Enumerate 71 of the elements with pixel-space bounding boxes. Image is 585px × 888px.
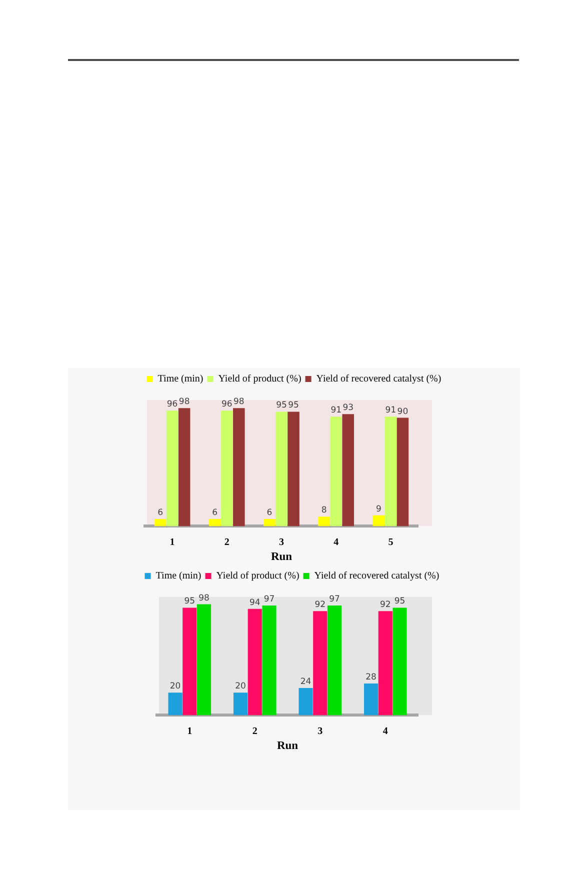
bar — [154, 518, 166, 526]
bar — [288, 412, 300, 526]
data-label: 28 — [366, 672, 376, 682]
data-label: 92 — [380, 600, 391, 610]
bar — [248, 608, 262, 716]
legend-label: Yield of product (%) — [218, 374, 302, 385]
bar — [313, 611, 328, 716]
bar — [178, 408, 190, 526]
bar — [264, 518, 276, 526]
x-tick-label: 3 — [318, 726, 323, 737]
data-label: 95 — [394, 596, 406, 607]
x-tick-label: 1 — [170, 536, 175, 548]
data-label: 92 — [314, 600, 326, 610]
data-label: 95 — [184, 596, 196, 607]
bar — [262, 605, 276, 716]
x-tick-label: 5 — [388, 536, 394, 548]
bar — [342, 414, 354, 526]
x-axis-title: Run — [270, 551, 293, 564]
data-label: 6 — [266, 508, 272, 518]
bar — [233, 408, 245, 526]
data-label: 94 — [249, 598, 260, 608]
data-label: 6 — [158, 508, 163, 518]
bar — [330, 416, 342, 526]
data-label: 98 — [178, 397, 190, 408]
data-label: 95 — [288, 400, 299, 411]
bar — [182, 608, 197, 716]
data-label: 6 — [212, 508, 218, 518]
bar — [221, 410, 233, 526]
legend-label: Yield of recovered catalyst (%) — [314, 570, 440, 582]
data-label: 95 — [276, 400, 287, 411]
x-tick-label: 4 — [382, 726, 388, 737]
bar — [298, 688, 313, 716]
data-label: 97 — [264, 594, 275, 604]
legend-label: Yield of recovered catalyst (%) — [316, 374, 442, 385]
bar — [166, 410, 178, 526]
bar — [276, 412, 288, 526]
bar — [327, 605, 342, 716]
data-label: 91 — [330, 406, 342, 416]
x-axis-title: Run — [276, 740, 299, 752]
x-tick-label: 3 — [279, 536, 284, 548]
legend-label: Time (min) — [158, 374, 204, 385]
data-label: 24 — [300, 676, 312, 687]
bar — [392, 608, 407, 716]
data-label: 91 — [385, 406, 396, 416]
data-label: 9 — [376, 504, 382, 514]
data-label: 96 — [221, 400, 232, 410]
data-label: 20 — [170, 682, 181, 692]
bar — [168, 692, 182, 716]
data-label: 20 — [235, 682, 246, 692]
data-label: 90 — [397, 406, 408, 417]
data-label: 93 — [342, 403, 354, 414]
bar — [372, 515, 385, 526]
data-label: 98 — [198, 593, 210, 604]
x-tick-label: 2 — [224, 536, 230, 548]
x-tick-label: 1 — [187, 726, 192, 737]
bar — [396, 418, 409, 526]
data-label: 98 — [234, 397, 244, 408]
x-tick-label: 2 — [252, 726, 258, 737]
data-label: 97 — [329, 594, 340, 604]
data-label: 8 — [321, 506, 327, 516]
legend-label: Time (min) — [156, 570, 202, 582]
bar — [384, 416, 397, 526]
bar — [318, 516, 330, 526]
legend-label: Yield of product (%) — [216, 570, 300, 582]
bar — [233, 692, 248, 716]
bar — [196, 604, 212, 716]
bar — [209, 518, 221, 526]
data-label: 96 — [166, 400, 178, 410]
x-tick-label: 4 — [334, 536, 339, 548]
bar — [378, 611, 392, 716]
bar — [364, 684, 378, 716]
